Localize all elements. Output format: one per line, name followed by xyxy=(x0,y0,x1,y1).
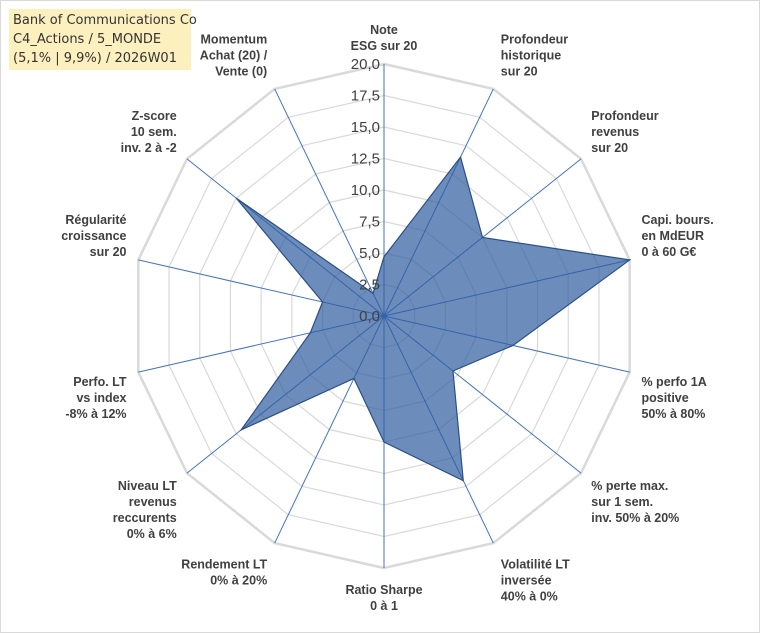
axis-label-line: Volatilité LT xyxy=(501,557,570,571)
axis-label-line: Capi. bours. xyxy=(641,213,713,227)
axis-label-line: sur 1 sem. xyxy=(591,495,653,509)
axis-label: Ratio Sharpe 0 à 1 xyxy=(345,583,422,613)
axis-label-line: % perfo 1A xyxy=(641,375,706,389)
axis-label-line: Z-score xyxy=(132,109,177,123)
series-area xyxy=(235,155,632,482)
axis-label: Profondeur historique sur 20 xyxy=(501,33,568,79)
axis-label-line: Achat (20) / xyxy=(200,49,268,63)
axis-label-line: 0 à 60 G€ xyxy=(641,245,696,259)
axis-label-line: 0% à 6% xyxy=(127,527,177,541)
radial-tick-label: 20,0 xyxy=(351,56,380,73)
axis-label: Note ESG sur 20 xyxy=(351,23,418,53)
axis-label-line: revenus xyxy=(129,495,177,509)
axis-label-line: reccurents xyxy=(113,511,177,525)
axis-label-line: Rendement LT xyxy=(181,557,267,571)
radial-tick-label: 10,0 xyxy=(351,182,380,199)
axis-label-line: % perte max. xyxy=(591,479,668,493)
axis-label-line: croissance xyxy=(61,229,126,243)
axis-label-line: vs index xyxy=(76,391,126,405)
axis-label-line: Ratio Sharpe xyxy=(345,583,422,597)
axis-label: Profondeur revenus sur 20 xyxy=(591,109,658,155)
axis-label: Perfo. LT vs index -8% à 12% xyxy=(65,375,127,421)
axis-spoke xyxy=(274,88,385,317)
axis-label: % perfo 1A positive 50% à 80% xyxy=(641,375,706,421)
radial-tick-label: 2,5 xyxy=(359,277,380,294)
radial-tick-label: 0,0 xyxy=(359,308,380,325)
axis-label: Volatilité LT inversée 40% à 0% xyxy=(501,557,570,603)
axis-label-line: positive xyxy=(641,391,688,405)
axis-label: Régularité croissance sur 20 xyxy=(61,213,126,259)
axis-label-line: 50% à 80% xyxy=(641,407,705,421)
axis-label-line: 0% à 20% xyxy=(210,573,267,587)
axis-label-line: 40% à 0% xyxy=(501,589,558,603)
axis-label-line: inv. 2 à -2 xyxy=(121,141,177,155)
axis-label: Niveau LT revenus reccurents 0% à 6% xyxy=(113,479,177,541)
chart-title-box: Bank of Communications Co C4_Actions / 5… xyxy=(9,9,197,70)
radar-series xyxy=(235,155,632,482)
axis-label-line: Niveau LT xyxy=(118,479,177,493)
axis-label-line: sur 20 xyxy=(591,141,628,155)
axis-label: Z-score 10 sem. inv. 2 à -2 xyxy=(121,109,177,155)
axis-label-line: Note xyxy=(370,23,398,37)
axis-label-line: Momentum xyxy=(201,33,268,47)
axis-label-line: Perfo. LT xyxy=(73,375,127,389)
axis-label-line: Profondeur xyxy=(501,33,568,47)
axis-label-line: Vente (0) xyxy=(215,65,267,79)
axis-label-line: sur 20 xyxy=(501,65,538,79)
title-line-category: C4_Actions / 5_MONDE xyxy=(13,32,162,47)
axis-label-line: ESG sur 20 xyxy=(351,39,418,53)
axis-label-line: revenus xyxy=(591,125,639,139)
axis-label: Momentum Achat (20) / Vente (0) xyxy=(200,33,268,79)
radial-tick-label: 7,5 xyxy=(359,214,380,231)
axis-label-line: 10 sem. xyxy=(131,125,177,139)
radial-tick-label: 17,5 xyxy=(351,88,380,105)
axis-label-line: historique xyxy=(501,49,561,63)
axis-label-line: inv. 50% à 20% xyxy=(591,511,679,525)
axis-label-line: 0 à 1 xyxy=(370,599,398,613)
title-line-stats: (5,1% | 9,9%) / 2026W01 xyxy=(13,51,177,66)
axis-label-line: Régularité xyxy=(65,213,126,227)
radial-tick-labels: 0,0 2,5 5,0 7,5 10,0 12,5 15,0 17,5 20,0 xyxy=(351,56,380,325)
radial-tick-label: 15,0 xyxy=(351,119,380,136)
title-line-company: Bank of Communications Co xyxy=(13,13,197,28)
axis-labels: Note ESG sur 20 Profondeur historique sur 20… xyxy=(61,23,714,613)
axis-label: % perte max. sur 1 sem. inv. 50% à 20% xyxy=(591,479,679,525)
axis-label: Rendement LT 0% à 20% xyxy=(181,557,267,587)
axis-label-line: en MdEUR xyxy=(641,229,704,243)
axis-label-line: -8% à 12% xyxy=(65,407,126,421)
axis-label: Capi. bours. en MdEUR 0 à 60 G€ xyxy=(641,213,713,259)
axis-label-line: inversée xyxy=(501,573,552,587)
radial-tick-label: 12,5 xyxy=(351,151,380,168)
radial-tick-label: 5,0 xyxy=(359,245,380,262)
axis-label-line: Profondeur xyxy=(591,109,658,123)
axis-label-line: sur 20 xyxy=(90,245,127,259)
